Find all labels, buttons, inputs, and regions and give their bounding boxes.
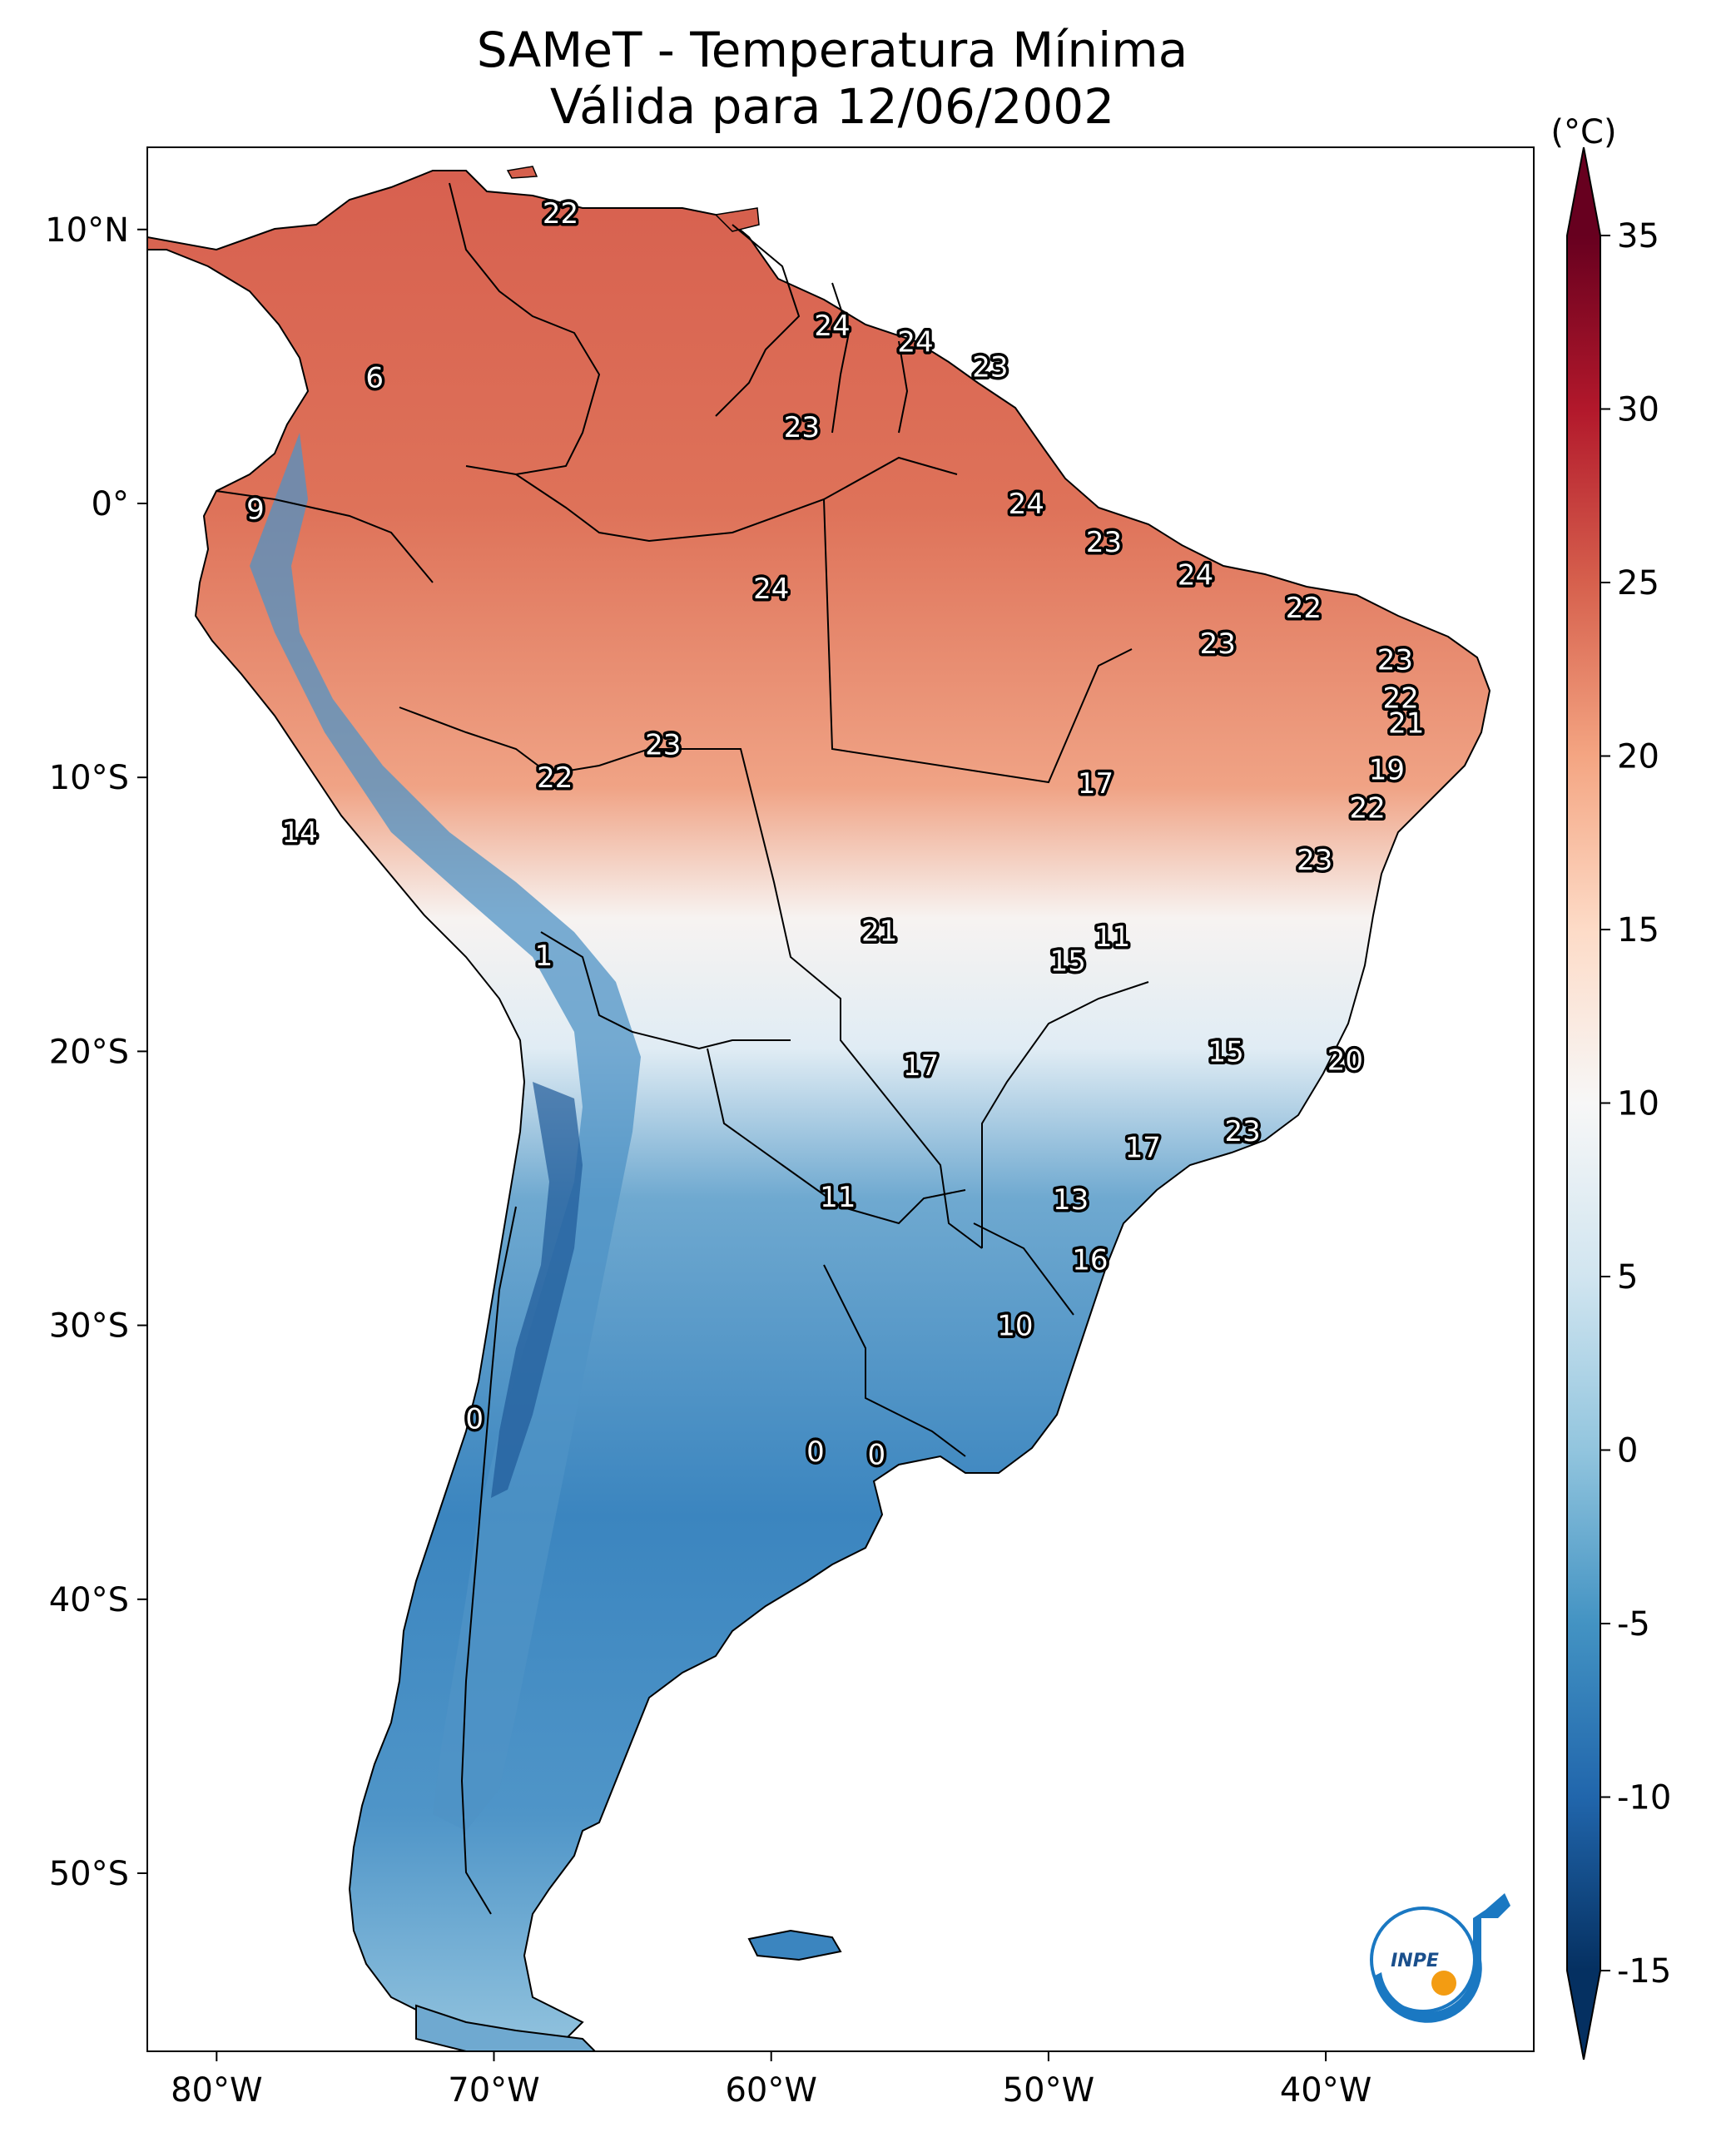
latitude-axis: 10°N 0° 10°S 20°S 30°S 40°S 50°S <box>45 211 147 1893</box>
colorbar-tick-label: -5 <box>1617 1605 1650 1644</box>
logo-arrow <box>1373 1893 1510 2023</box>
lat-tick-label: 10°S <box>49 759 129 797</box>
lon-tick-label: 80°W <box>171 2071 262 2110</box>
map-frame <box>146 146 1535 2052</box>
lat-tick-label: 20°S <box>49 1033 129 1071</box>
station-value-label: 22 <box>543 197 578 231</box>
colorbar-tick-label: 30 <box>1617 391 1659 429</box>
andes-core <box>491 1082 583 1498</box>
station-value-label: 17 <box>903 1049 939 1083</box>
colorbar-tick-label: 20 <box>1617 738 1659 776</box>
inpe-logo: INPE <box>1370 1893 1510 2023</box>
colorbar: (°C) 35 30 25 20 15 10 5 0 -5 -10 -15 <box>1550 113 1671 2060</box>
lon-tick-label: 60°W <box>725 2071 816 2110</box>
station-value-label: 23 <box>1200 627 1236 661</box>
station-value-label: 19 <box>1369 753 1405 786</box>
station-value-label: 23 <box>1086 526 1122 559</box>
station-value-label: 24 <box>753 573 789 606</box>
colorbar-tick-label: 0 <box>1617 1432 1638 1470</box>
station-value-label: 21 <box>861 915 897 949</box>
station-value-label: 23 <box>645 729 681 762</box>
lat-tick-label: 0° <box>92 485 129 523</box>
colorbar-unit-label: (°C) <box>1550 113 1616 151</box>
station-value-label: 23 <box>784 411 820 444</box>
lon-tick-label: 40°W <box>1280 2071 1371 2110</box>
colorbar-tick-label: 35 <box>1617 217 1659 255</box>
station-value-label: 23 <box>972 350 1008 384</box>
station-value-label: 6 <box>365 362 384 395</box>
station-value-label: 24 <box>1009 488 1044 521</box>
station-value-label: 22 <box>1349 791 1385 825</box>
longitude-axis: 80°W 70°W 60°W 50°W 40°W <box>171 2051 1371 2110</box>
station-value-label: 14 <box>282 816 318 850</box>
map-area <box>146 146 1535 2052</box>
title-line1: SAMeT - Temperatura Mínima <box>477 22 1188 78</box>
station-value-label: 24 <box>897 326 933 359</box>
station-value-label: 22 <box>537 761 573 795</box>
station-value-label: 17 <box>1078 767 1114 801</box>
station-value-label: 24 <box>814 310 850 343</box>
title-line2: Válida para 12/06/2002 <box>550 78 1114 135</box>
tierra-del-fuego <box>415 2004 597 2051</box>
station-value-label: 17 <box>1125 1132 1161 1165</box>
station-value-label: 16 <box>1072 1244 1108 1277</box>
lat-tick-label: 50°S <box>49 1855 129 1893</box>
station-value-label: 21 <box>1388 707 1424 740</box>
lat-tick-label: 30°S <box>49 1307 129 1346</box>
andes-cold-band <box>250 433 641 1831</box>
station-value-label: 11 <box>1094 920 1130 954</box>
colorbar-tick-label: 5 <box>1617 1258 1638 1297</box>
logo-dot <box>1431 1971 1456 1996</box>
colorbar-bottom-extension <box>1567 1971 1600 2060</box>
colorbar-gradient <box>1567 236 1600 1971</box>
station-value-label: 1 <box>535 940 553 973</box>
station-value-label: 11 <box>820 1181 856 1214</box>
colorbar-tick-label: 25 <box>1617 564 1659 602</box>
station-value-label: 0 <box>867 1438 885 1471</box>
station-value-label: 10 <box>997 1310 1033 1343</box>
station-value-label: 15 <box>1050 945 1086 979</box>
colorbar-top-extension <box>1567 147 1600 236</box>
colorbar-ticks: 35 30 25 20 15 10 5 0 -5 -10 -15 <box>1600 217 1671 1991</box>
falkland-islands <box>747 1929 842 1961</box>
station-value-label: 23 <box>1377 644 1413 677</box>
station-value-label: 20 <box>1327 1044 1363 1077</box>
station-value-label: 0 <box>806 1435 825 1469</box>
country-borders <box>216 182 1149 1915</box>
station-value-label: 23 <box>1224 1115 1260 1148</box>
station-value-label: 23 <box>1297 844 1332 877</box>
colorbar-tick-label: 15 <box>1617 911 1659 950</box>
colorbar-tick-label: 10 <box>1617 1085 1659 1123</box>
station-value-label: 9 <box>246 493 265 527</box>
lon-tick-label: 70°W <box>448 2071 539 2110</box>
station-value-label: 13 <box>1053 1183 1089 1217</box>
station-value-label: 22 <box>1382 682 1418 716</box>
lon-tick-label: 50°W <box>1003 2071 1094 2110</box>
station-value-label: 24 <box>1178 559 1213 593</box>
lat-tick-label: 40°S <box>49 1581 129 1619</box>
station-value-label: 22 <box>1286 592 1322 625</box>
colorbar-tick-label: -15 <box>1617 1952 1671 1991</box>
logo-text: INPE <box>1391 1951 1439 1971</box>
colorbar-tick-label: -10 <box>1617 1779 1671 1817</box>
station-value-label: 15 <box>1208 1035 1243 1069</box>
lat-tick-label: 10°N <box>45 211 129 250</box>
station-value-label: 0 <box>465 1403 484 1436</box>
